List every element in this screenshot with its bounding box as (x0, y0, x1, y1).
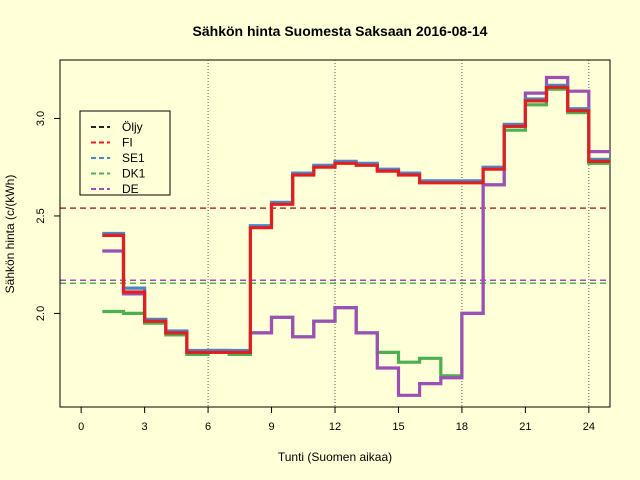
y-axis: 2.0 2.5 3.0 (35, 111, 61, 321)
x-tick-label: 24 (583, 421, 595, 433)
x-axis-title: Tunti (Suomen aikaa) (278, 450, 392, 464)
y-tick-label: 3.0 (35, 111, 47, 126)
legend-label-fi: FI (122, 136, 133, 150)
series-line-de (102, 75, 610, 397)
x-tick-label: 0 (78, 421, 84, 433)
series-lines (102, 75, 610, 397)
series-line-fi (102, 85, 610, 354)
legend-label-se1: SE1 (122, 151, 145, 165)
x-tick-label: 3 (142, 421, 148, 433)
legend-label-de: DE (122, 182, 139, 196)
x-axis: 0 3 6 9 12 15 18 21 24 (78, 406, 595, 433)
legend-label-dk1: DK1 (122, 167, 146, 181)
legend-box (79, 110, 171, 196)
y-axis-title: Sähkön hinta (c/(kWh) (3, 175, 17, 294)
x-tick-label: 15 (392, 421, 404, 433)
y-tick-label: 2.5 (35, 208, 47, 223)
x-tick-label: 12 (329, 421, 341, 433)
reference-lines (60, 207, 610, 284)
x-tick-label: 18 (456, 421, 468, 433)
legend-label-öljy: Öljy (122, 120, 143, 134)
x-tick-label: 9 (268, 421, 274, 433)
chart-title: Sähkön hinta Suomesta Saksaan 2016-08-14 (193, 23, 488, 39)
y-tick-label: 2.0 (35, 306, 47, 321)
x-tick-label: 21 (519, 421, 531, 433)
x-tick-label: 6 (205, 421, 211, 433)
